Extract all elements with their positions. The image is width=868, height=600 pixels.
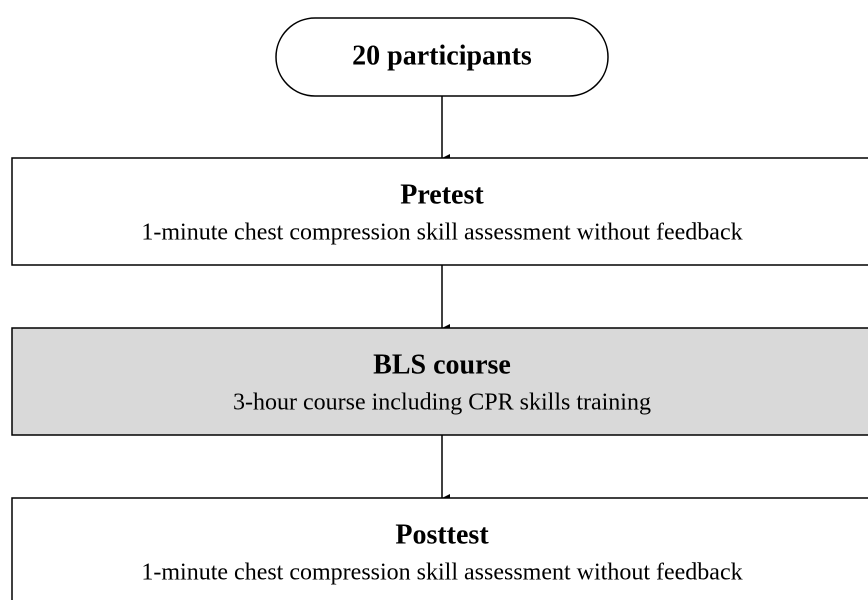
pretest-box: [11, 157, 868, 266]
node-label: Posttest: [395, 519, 489, 550]
node-detail: 1-minute chest compression skill assessm…: [141, 220, 742, 246]
posttest-box: [11, 497, 868, 600]
node-detail: 1-minute chest compression skill assessm…: [141, 560, 742, 586]
node-label: Pretest: [400, 179, 484, 210]
node-label: 20 participants: [352, 40, 532, 71]
node-detail: 3-hour course including CPR skills train…: [233, 390, 651, 416]
node-label: BLS course: [373, 349, 511, 380]
course-box: [11, 327, 868, 436]
